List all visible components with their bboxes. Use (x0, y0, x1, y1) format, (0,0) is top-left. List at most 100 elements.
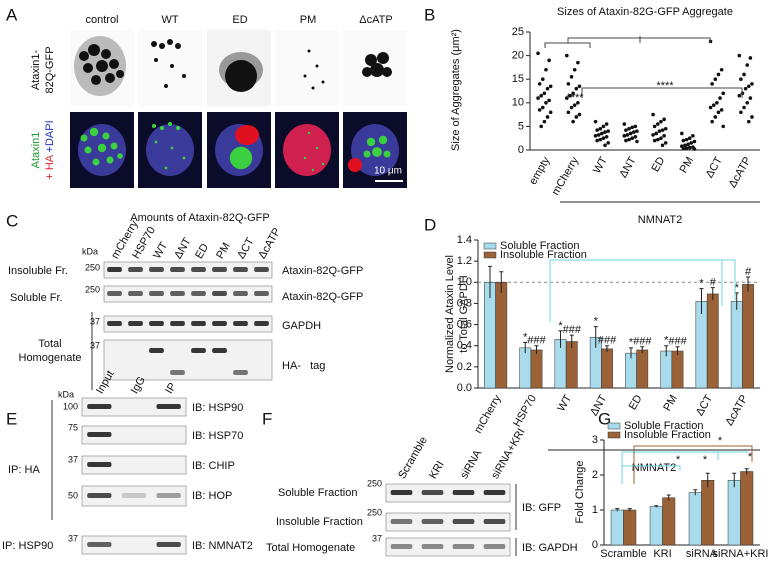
dot (750, 82, 754, 86)
dot (710, 119, 714, 124)
significance: ### (668, 336, 687, 348)
dot (657, 129, 662, 133)
dot (746, 84, 751, 89)
ha-signal (235, 125, 259, 145)
dot (687, 145, 692, 150)
band (390, 519, 413, 524)
panel-label: E (6, 409, 17, 428)
band (107, 321, 122, 326)
y-tick-label: 5 (518, 120, 524, 132)
dot (596, 133, 601, 137)
annotation: **** (566, 92, 584, 104)
dot (737, 53, 742, 58)
row-label: Ataxin1 (30, 132, 42, 169)
aggregate (362, 67, 372, 77)
dot (716, 110, 721, 115)
error-bar (487, 265, 492, 299)
dot (600, 131, 604, 136)
dot (739, 110, 743, 115)
y-axis-label: Normalized Ataxin Level (444, 255, 456, 373)
gfp-signal (311, 168, 315, 172)
gfp-signal (378, 135, 388, 145)
dot (542, 119, 547, 124)
dot (604, 134, 609, 139)
dot (595, 138, 599, 143)
group-label: NMNAT2 (638, 214, 682, 226)
gfp-signal (89, 127, 99, 137)
column-label: ED (232, 14, 247, 26)
y-tick-label: 25 (512, 26, 524, 38)
scale-label: 10 μm (374, 166, 402, 177)
y-tick-label: 1.0 (457, 276, 472, 288)
y-tick-label: 20 (512, 50, 524, 62)
dot (746, 119, 751, 124)
error-bar (569, 334, 574, 348)
aggregate (159, 43, 165, 49)
row-label: 82Q-GFP (44, 46, 56, 93)
panel-label: F (262, 409, 272, 428)
dot (539, 124, 544, 129)
row-label: Insoluble Fr. (8, 265, 68, 277)
band (170, 370, 185, 375)
panel-label: B (424, 5, 435, 24)
dot (606, 141, 610, 145)
significance: ### (563, 324, 582, 336)
band (191, 267, 206, 272)
dot (539, 93, 544, 98)
y-tick-label: 0 (518, 144, 524, 156)
band (149, 321, 164, 326)
dot (737, 93, 742, 98)
bar (530, 349, 543, 389)
kda-label: kDa (82, 246, 98, 256)
x-tick-label: ΔcATP (727, 155, 754, 190)
error-bar (699, 288, 704, 314)
blot (81, 455, 187, 475)
aggregate (321, 80, 325, 84)
bar (649, 506, 663, 546)
blot-label: IB: HSP90 (192, 402, 243, 414)
gfp-signal (170, 146, 174, 150)
x-tick-label: Scramble (600, 548, 646, 560)
aggregate (79, 51, 89, 61)
aggregate (303, 74, 307, 78)
kda-marker: 37 (68, 533, 78, 543)
dot (604, 122, 609, 126)
gfp-signal (307, 131, 311, 135)
band (191, 291, 206, 296)
gfp-signal (154, 140, 158, 144)
x-tick-label: siRNA+KRI (713, 548, 769, 560)
band (390, 544, 413, 549)
dot (574, 86, 579, 91)
dot (595, 128, 599, 132)
band-label: Ataxin-82Q-GFP (282, 291, 363, 303)
blot (385, 537, 511, 557)
label-part: + HA (44, 154, 56, 179)
dot (652, 138, 657, 143)
gfp-signal (175, 125, 181, 131)
gfp-signal (363, 150, 371, 158)
band (128, 321, 143, 326)
dot (569, 105, 574, 110)
significance: * (699, 278, 704, 290)
band (421, 519, 444, 524)
dot (569, 75, 574, 79)
gfp-signal (97, 143, 107, 153)
x-tick-label: ΔCT (704, 155, 726, 180)
aggregate (83, 63, 93, 73)
dot (662, 117, 666, 122)
dot (689, 141, 694, 145)
nucleus (283, 124, 331, 176)
dot (630, 125, 635, 130)
dot (547, 98, 551, 103)
column-label: ΔcATP (359, 14, 392, 26)
column-label: PM (300, 14, 317, 26)
blot (103, 261, 273, 279)
band (421, 490, 444, 495)
gfp-signal (321, 162, 325, 166)
chart-title: Sizes of Ataxin-82G-GFP Aggregate (557, 6, 733, 18)
dot (536, 51, 540, 56)
gfp-signal (117, 153, 123, 159)
band (233, 370, 248, 375)
dot (651, 133, 655, 137)
